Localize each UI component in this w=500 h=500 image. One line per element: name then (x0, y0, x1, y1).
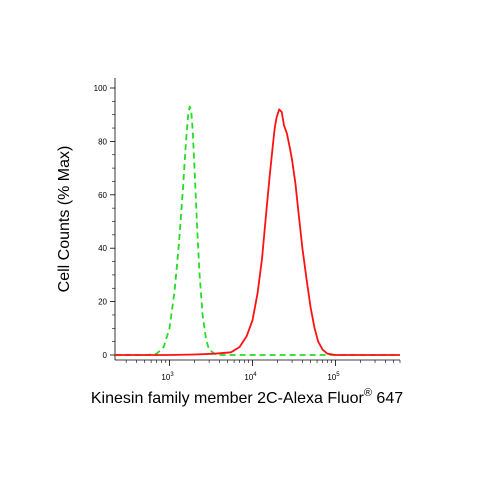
x-axis-title: Kinesin family member 2C-Alexa Fluor® 64… (91, 387, 403, 407)
y-tick-label: 40 (98, 244, 107, 253)
series-layer (115, 105, 400, 356)
y-axis-ticks: 0 20 40 60 80 100 (94, 84, 115, 360)
series-line-dashed (115, 105, 400, 356)
series-line-solid (115, 108, 400, 356)
y-axis-title: Cell Counts (% Max) (56, 146, 73, 293)
y-tick-label: 100 (94, 84, 108, 93)
x-tick-label: 104 (244, 372, 257, 382)
plot-area: 0 20 40 60 80 100 103 104 105 (94, 78, 401, 382)
x-axis-ticks: 103 104 105 (125, 360, 401, 382)
x-tick-label: 103 (161, 372, 174, 382)
x-axis-title-registered-mark: ® (364, 387, 372, 399)
x-tick-label: 105 (327, 372, 340, 382)
y-tick-label: 20 (98, 298, 107, 307)
x-axis-title-tail: 647 (372, 390, 403, 407)
y-tick-label: 80 (98, 137, 107, 146)
y-tick-label: 0 (103, 351, 108, 360)
x-axis-title-main: Kinesin family member 2C-Alexa Fluor (91, 390, 365, 407)
y-tick-label: 60 (98, 191, 107, 200)
